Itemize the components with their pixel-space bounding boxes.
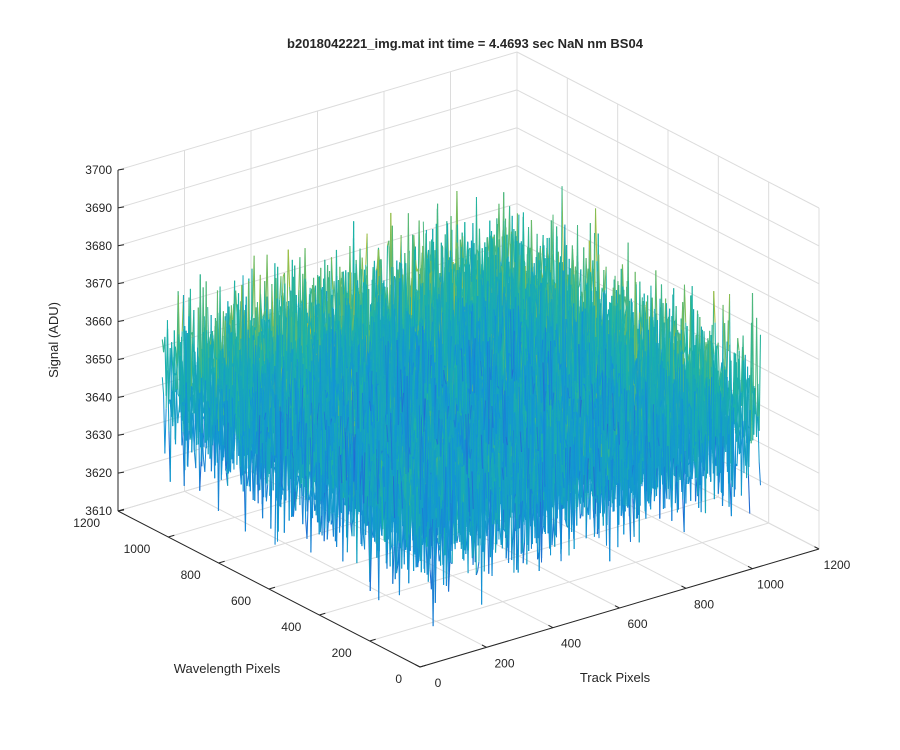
grid-line [516,51,820,209]
grid-line [117,127,518,247]
surface-segment [183,329,186,421]
grid-line [369,522,769,642]
grid-line [117,51,518,171]
surface-segment [264,281,267,320]
surface-segment [176,295,179,390]
surface-segment [375,266,379,271]
grid-line [516,89,820,247]
surface-segment [235,290,238,313]
surface-segment [487,237,490,252]
surface-segment [271,312,274,343]
surface-segment [352,315,355,331]
surface-segment [286,249,289,318]
surface-segment [222,445,225,461]
surface-segment [260,307,263,319]
grid-line [117,89,518,209]
surface-segment [224,320,228,368]
surface-segment [287,249,291,287]
surface-segment [317,276,321,304]
surface-segment [199,461,202,491]
surface-segment [270,454,273,529]
surface-segment [231,449,234,460]
grid-line [516,203,820,360]
surface-segment [498,203,501,262]
surface-segment [415,288,418,292]
surface-segment [266,254,269,320]
grid-line [117,165,518,285]
surface-segment [541,272,544,279]
grid-line [516,165,820,323]
data-surface [161,186,762,627]
grid-line [516,127,820,285]
surface-segment [173,330,177,393]
surface-segment [330,257,334,290]
surface-segment [210,425,214,472]
surface-segment [171,342,174,373]
